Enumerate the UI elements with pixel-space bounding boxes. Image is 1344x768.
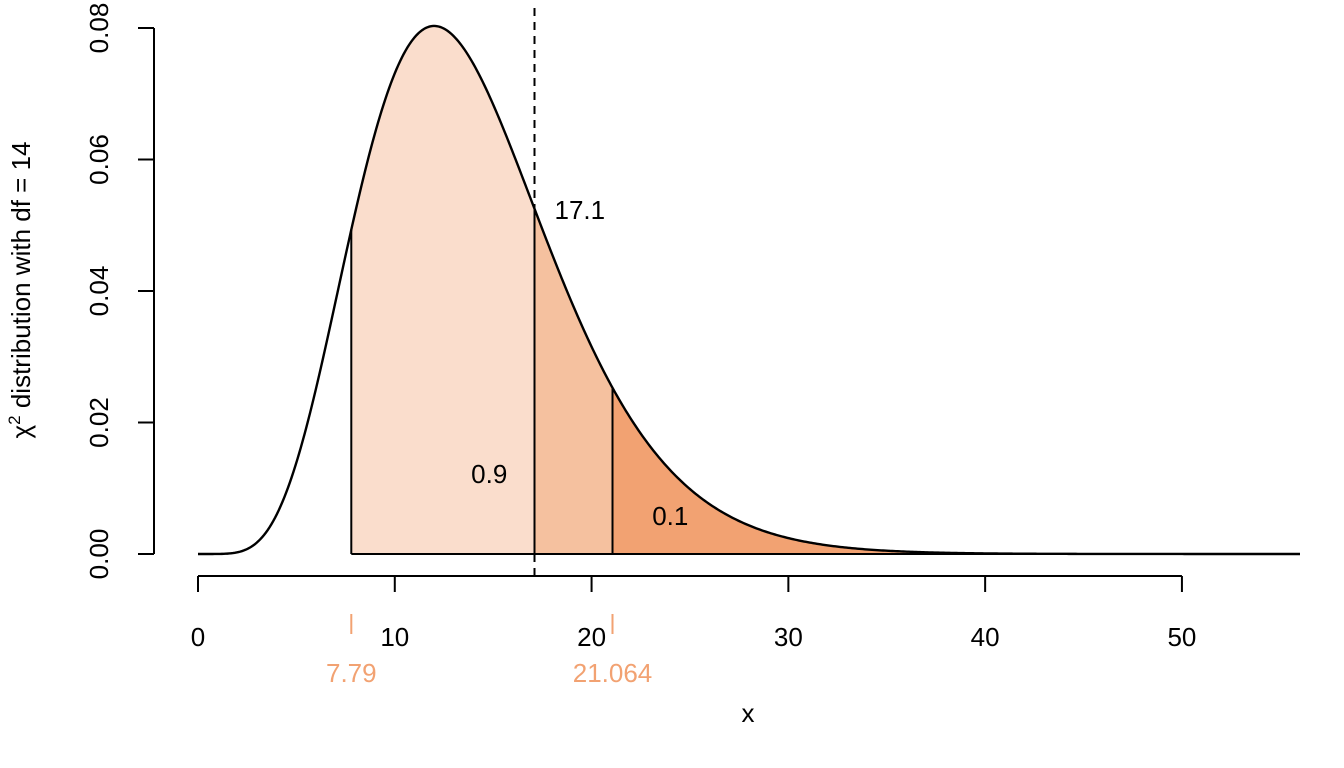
probability-annotation-1: 0.9 [471, 459, 507, 489]
y-tick-label: 0.06 [84, 134, 114, 185]
y-axis-title-symbol: χ [6, 425, 36, 439]
x-tick-label: 30 [774, 622, 803, 652]
shaded-region-1 [351, 25, 535, 554]
y-axis-title-superscript: 2 [5, 415, 24, 424]
shaded-region-3 [612, 387, 1300, 554]
y-tick-label: 0.04 [84, 266, 114, 317]
y-tick-label: 0.08 [84, 3, 114, 54]
critical-value-label-2: 21.064 [573, 658, 653, 688]
y-axis-title-text: distribution with df = 14 [6, 141, 36, 415]
x-tick-label: 20 [577, 622, 606, 652]
shaded-regions [351, 25, 1300, 554]
reference-lines [350, 8, 1300, 576]
observed-value-label: 17.1 [555, 195, 606, 225]
x-tick-label: 0 [191, 622, 205, 652]
probability-annotation-2: 0.1 [652, 501, 688, 531]
x-tick-label: 40 [971, 622, 1000, 652]
y-tick-label: 0.02 [84, 397, 114, 448]
critical-value-label-1: 7.79 [326, 658, 377, 688]
labels: 7.79 21.064 x χ2 distribution with df = 14 1… [5, 141, 755, 728]
x-tick-label: 10 [380, 622, 409, 652]
x-axis-title: x [742, 698, 755, 728]
y-tick-label: 0.00 [84, 529, 114, 580]
x-tick-label: 50 [1167, 622, 1196, 652]
axes: 0.00 0.02 0.04 0.06 0.08 0 10 20 30 40 50 [84, 3, 1196, 652]
y-axis-title: χ2 distribution with df = 14 [5, 141, 36, 438]
shaded-region-2 [534, 208, 613, 554]
